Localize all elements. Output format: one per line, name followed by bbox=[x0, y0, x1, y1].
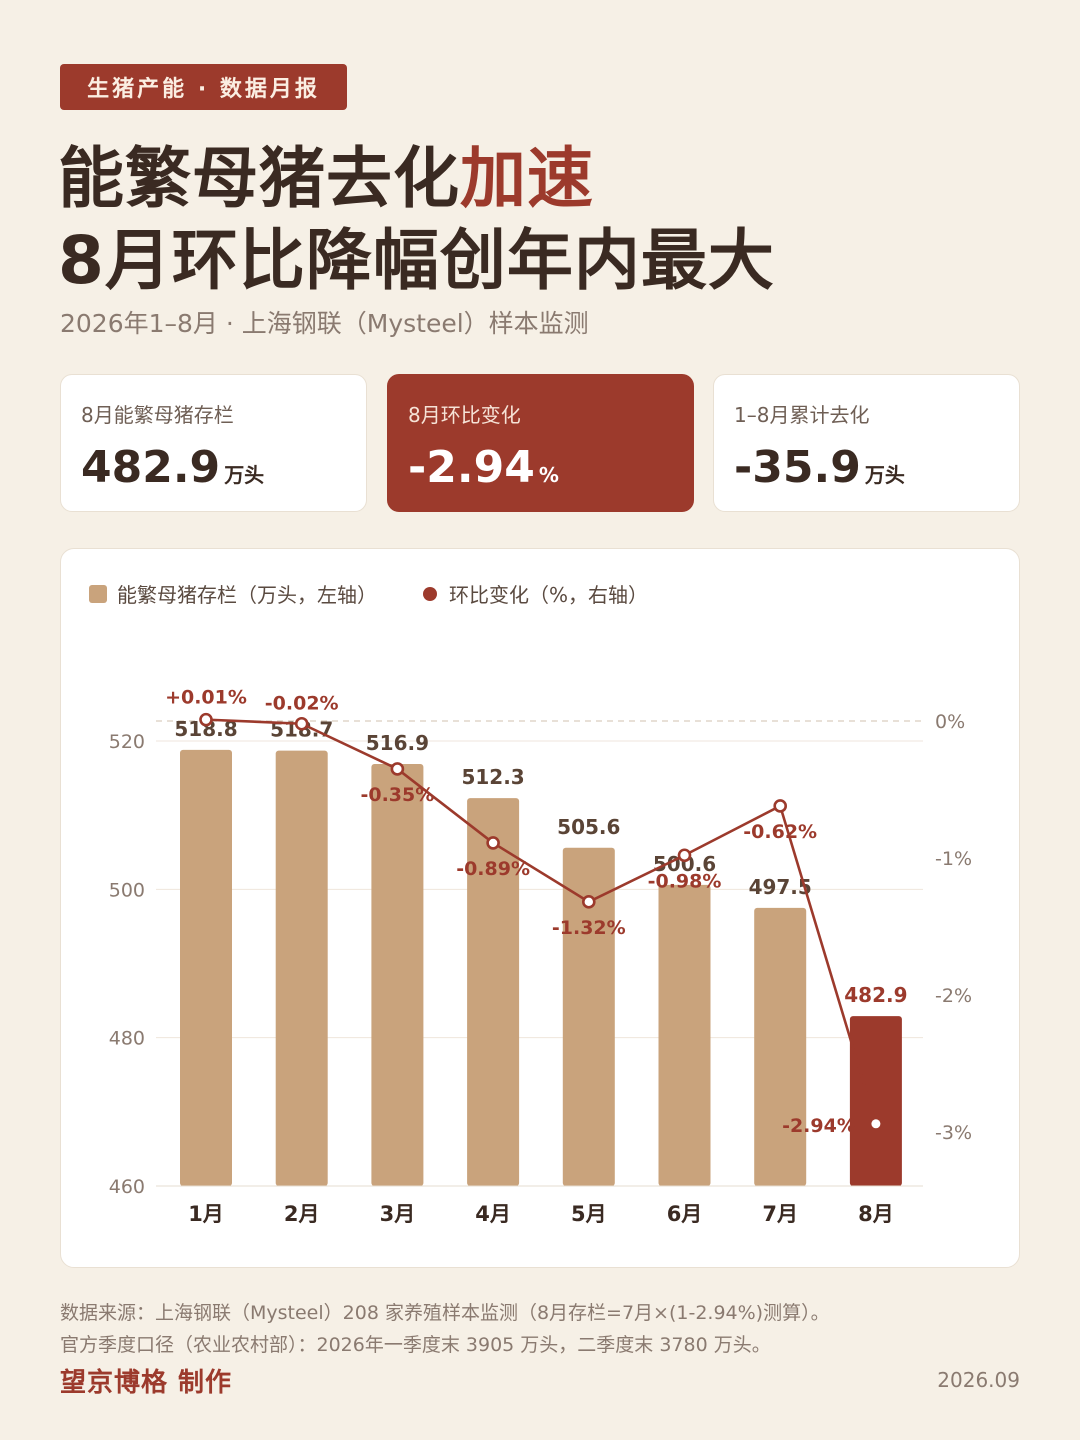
right-axis-tick: 0% bbox=[935, 711, 965, 733]
line-point bbox=[486, 836, 500, 850]
stat-card-cumulative: 1–8月累计去化 -35.9 万头 bbox=[713, 374, 1020, 512]
bar bbox=[562, 847, 615, 1186]
stat-card-value: -35.9 万头 bbox=[734, 442, 905, 493]
line-point bbox=[773, 799, 788, 813]
stat-card-label: 8月环比变化 bbox=[408, 403, 521, 427]
stat-card-label: 1–8月累计去化 bbox=[734, 403, 870, 427]
right-axis-tick: -3% bbox=[935, 1122, 972, 1144]
line-point bbox=[677, 848, 692, 863]
stat-card-label: 8月能繁母猪存栏 bbox=[81, 403, 234, 427]
chart-panel: 460 480 500 520 0% -1% -2% -3% 1月 2月 3月 4月 5月 6月 7月 8月 5… bbox=[60, 548, 1020, 1268]
stat-card-value: -2.94% bbox=[408, 442, 559, 493]
left-axis-tick: 520 bbox=[109, 731, 145, 753]
combo-chart: 460 480 500 520 0% -1% -2% -3% 1月 2月 3月 4月 5月 6月 7月 8月 5… bbox=[109, 687, 972, 1226]
x-axis-tick: 6月 bbox=[667, 1202, 703, 1226]
legend-line-label: 环比变化（%，右轴） bbox=[449, 583, 649, 607]
legend-bar-swatch bbox=[89, 584, 107, 603]
page-title: 能繁母猪去化加速 8月环比降幅创年内最大 bbox=[58, 138, 775, 302]
stat-card-unit: % bbox=[538, 463, 559, 487]
right-axis-tick: -1% bbox=[935, 848, 972, 870]
line-value-label: -0.02% bbox=[265, 693, 339, 715]
title-line1-highlight: 加速 bbox=[460, 140, 594, 217]
x-axis-tick: 7月 bbox=[762, 1202, 798, 1226]
title-line1-main: 能繁母猪去化 bbox=[58, 140, 460, 217]
source-note: 数据来源：上海钢联（Mysteel）208 家养殖样本监测（8月存栏=7月×(1… bbox=[60, 1302, 830, 1324]
bar bbox=[467, 798, 520, 1186]
bar-value-label: 516.9 bbox=[366, 731, 429, 755]
x-axis-tick: 4月 bbox=[475, 1202, 511, 1226]
publish-date: 2026.09 bbox=[937, 1368, 1020, 1392]
official-note: 官方季度口径（农业农村部）：2026年一季度末 3905 万头，二季度末 378… bbox=[60, 1334, 771, 1356]
page-subtitle: 2026年1–8月 · 上海钢联（Mysteel）样本监测 bbox=[60, 309, 589, 338]
bar bbox=[754, 907, 807, 1186]
line-value-label: -0.35% bbox=[360, 784, 434, 806]
left-axis-tick: 480 bbox=[109, 1028, 145, 1050]
bar-value-label: 505.6 bbox=[557, 815, 620, 839]
stat-card-unit: 万头 bbox=[224, 463, 265, 487]
bar bbox=[849, 1016, 902, 1186]
stat-card-value: 482.9 万头 bbox=[81, 442, 265, 493]
x-axis-tick: 5月 bbox=[571, 1202, 607, 1226]
line-value-label: -0.98% bbox=[648, 870, 722, 892]
x-axis-tick: 8月 bbox=[858, 1202, 894, 1226]
line-point bbox=[390, 762, 405, 776]
line-value-label: +0.01% bbox=[165, 687, 247, 709]
line-value-label: -2.94% bbox=[782, 1115, 856, 1137]
mom-change-line bbox=[205, 718, 878, 1125]
line-value-label: -0.62% bbox=[743, 821, 817, 843]
report-tag: 生猪产能 · 数据月报 bbox=[60, 64, 347, 110]
title-line2: 8月环比降幅创年内最大 bbox=[58, 222, 775, 299]
x-axis-tick: 3月 bbox=[380, 1202, 416, 1226]
bar bbox=[658, 884, 711, 1186]
legend-bar-label: 能繁母猪存栏（万头，左轴） bbox=[117, 583, 377, 607]
left-axis-tick: 500 bbox=[109, 879, 145, 901]
line-point bbox=[871, 1119, 881, 1129]
bar bbox=[180, 749, 232, 1186]
line-point bbox=[294, 716, 309, 731]
bar-value-label: 512.3 bbox=[461, 765, 524, 789]
bar bbox=[371, 763, 424, 1186]
x-axis-tick: 1月 bbox=[188, 1202, 224, 1226]
line-value-label: -1.32% bbox=[552, 917, 626, 939]
chart-legend: 能繁母猪存栏（万头，左轴） 环比变化（%，右轴） bbox=[89, 579, 648, 608]
line-value-label: -0.89% bbox=[456, 858, 530, 880]
brand-credit: 望京博格 制作 bbox=[60, 1368, 233, 1398]
stat-card-mom-change: 8月环比变化 -2.94% bbox=[387, 374, 694, 512]
line-point bbox=[199, 712, 213, 727]
right-axis-tick: -2% bbox=[935, 985, 972, 1007]
stat-card-unit: 万头 bbox=[864, 463, 905, 487]
bar bbox=[275, 750, 328, 1186]
bar-value-label: 482.9 bbox=[844, 983, 907, 1007]
x-axis-tick: 2月 bbox=[284, 1202, 320, 1226]
line-point bbox=[581, 895, 596, 909]
left-axis-tick: 460 bbox=[109, 1176, 145, 1198]
legend-line-swatch bbox=[423, 586, 437, 601]
stat-card-inventory: 8月能繁母猪存栏 482.9 万头 bbox=[60, 374, 367, 512]
